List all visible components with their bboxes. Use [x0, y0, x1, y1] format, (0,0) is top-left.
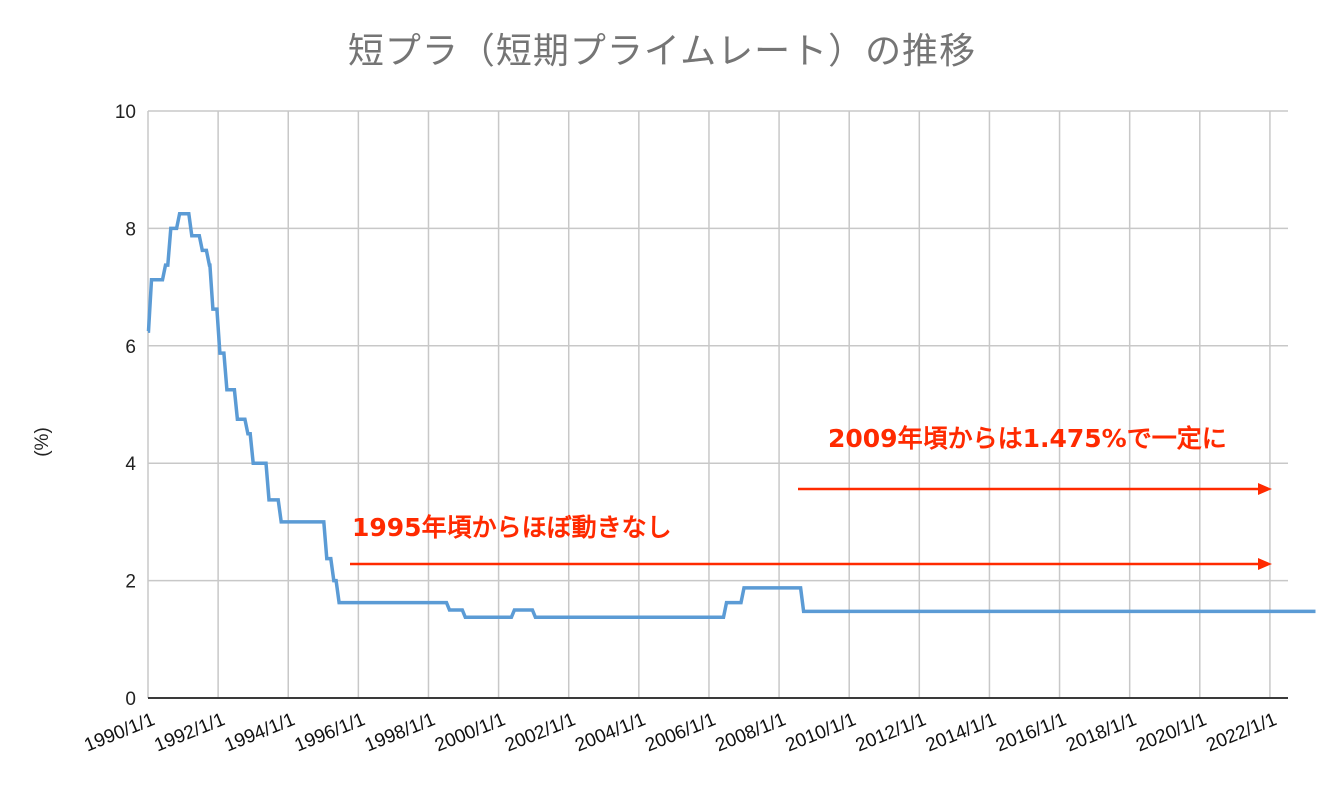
x-axis: 1990/1/11992/1/11994/1/11996/1/11998/1/1… [81, 709, 1279, 756]
arrow-head-icon [1258, 483, 1272, 495]
x-tick-label: 2000/1/1 [432, 709, 508, 756]
x-tick-label: 2020/1/1 [1133, 709, 1209, 756]
x-tick-label: 2012/1/1 [853, 709, 929, 756]
y-axis-label: (%) [32, 427, 53, 457]
x-tick-label: 2008/1/1 [713, 709, 789, 756]
annotations: 1995年頃からほぼ動きなし 2009年頃からは1.475%で一定に [350, 424, 1272, 570]
x-tick-label: 2022/1/1 [1203, 709, 1279, 756]
x-tick-label: 2018/1/1 [1063, 709, 1139, 756]
grid-lines [147, 110, 1288, 699]
rate-series-line [146, 211, 1316, 620]
annotation-text: 1995年頃からほぼ動きなし [352, 513, 672, 542]
x-tick-label: 1998/1/1 [362, 709, 438, 756]
x-tick-label: 1990/1/1 [81, 709, 157, 756]
y-axis: 0 2 4 6 8 10 [115, 102, 137, 710]
x-tick-label: 2002/1/1 [502, 709, 578, 756]
y-tick-label: 2 [125, 572, 136, 593]
y-tick-label: 6 [125, 337, 136, 358]
annotation-text: 2009年頃からは1.475%で一定に [828, 424, 1227, 453]
x-tick-label: 2010/1/1 [783, 709, 859, 756]
x-tick-label: 1994/1/1 [222, 709, 298, 756]
y-tick-label: 8 [125, 219, 136, 240]
chart-title: 短プラ（短期プライムレート）の推移 [347, 31, 977, 72]
arrow-head-icon [1258, 558, 1272, 570]
x-tick-label: 1992/1/1 [152, 709, 228, 756]
x-tick-label: 2004/1/1 [572, 709, 648, 756]
x-tick-label: 2014/1/1 [923, 709, 999, 756]
x-tick-label: 1996/1/1 [292, 709, 368, 756]
y-tick-label: 0 [125, 689, 136, 710]
y-tick-label: 4 [125, 454, 136, 475]
x-tick-label: 2006/1/1 [642, 709, 718, 756]
x-tick-label: 2016/1/1 [993, 709, 1069, 756]
y-tick-label: 10 [115, 102, 136, 123]
